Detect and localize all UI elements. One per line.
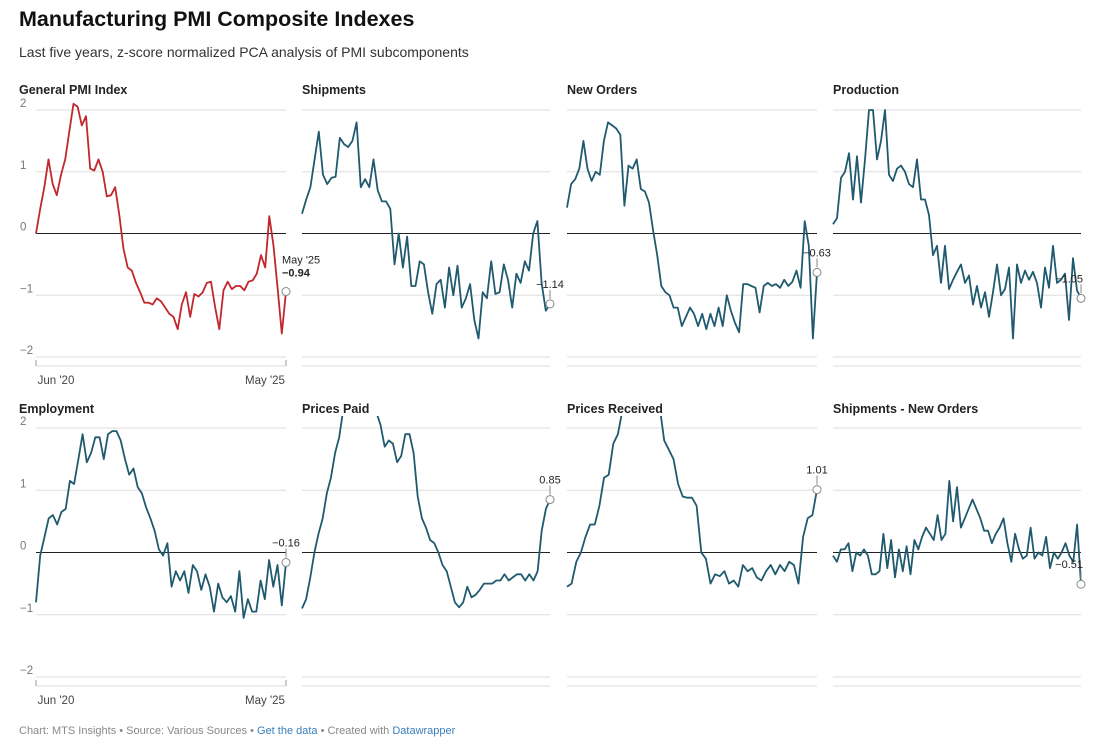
page-subtitle: Last five years, z-score normalized PCA …: [19, 44, 469, 60]
panel-title: Prices Received: [567, 402, 663, 416]
series-line: [35, 102, 287, 335]
end-point-marker: [1076, 293, 1086, 303]
footer-created-label: Created with: [327, 725, 393, 737]
y-tick-label: −1: [20, 283, 33, 295]
chart-panel: Employment −2 −1 0 1 2 Jun '20 May '25 −0.16: [19, 402, 300, 707]
y-tick-label: −1: [20, 603, 33, 615]
x-tick-label: Jun '20: [38, 695, 75, 707]
y-tick-label: −2: [20, 345, 33, 357]
end-point-marker: [281, 287, 291, 297]
datawrapper-link[interactable]: Datawrapper: [392, 725, 456, 737]
chart-panel: Prices Paid 0.85: [301, 402, 561, 687]
series-line: [35, 430, 287, 619]
y-tick-label: 0: [20, 222, 26, 234]
annotation-value: −0.51: [1055, 559, 1083, 571]
panel-title: Shipments: [302, 83, 366, 97]
x-tick-label: May '25: [245, 375, 285, 387]
annotation-value: −1.05: [1055, 273, 1083, 285]
x-tick-label: Jun '20: [38, 375, 75, 387]
annotation-value: −0.16: [272, 537, 300, 549]
y-tick-label: 2: [20, 98, 26, 110]
end-point-marker: [281, 557, 291, 567]
footer-separator: •: [116, 725, 127, 737]
end-point-marker: [812, 267, 822, 277]
chart-panel: Shipments - New Orders −0.51: [832, 402, 1086, 687]
series-line: [832, 109, 1082, 340]
annotation-value: 0.85: [539, 475, 560, 487]
y-tick-label: −2: [20, 665, 33, 677]
end-point-marker: [545, 495, 555, 505]
end-point-marker: [545, 299, 555, 309]
end-point-marker: [812, 485, 822, 495]
chart-panel: Prices Received 1.01: [566, 402, 828, 687]
chart-panel: New Orders −0.63: [566, 83, 831, 367]
footer-separator: •: [247, 725, 257, 737]
footer-source-label: Source: Various Sources: [126, 725, 248, 737]
chart-panel: Shipments −1.14: [301, 83, 564, 367]
x-tick-label: May '25: [245, 695, 285, 707]
y-tick-label: 1: [20, 160, 26, 172]
y-tick-label: 2: [20, 416, 26, 428]
panel-title: New Orders: [567, 83, 637, 97]
annotation-value: −0.63: [803, 247, 831, 259]
annotation-value: −1.14: [536, 279, 564, 291]
get-data-link[interactable]: Get the data: [257, 725, 318, 737]
panel-title: Employment: [19, 402, 95, 416]
footer: Chart: MTS Insights • Source: Various So…: [19, 725, 455, 737]
series-line: [301, 416, 551, 609]
y-tick-label: 1: [20, 478, 26, 490]
annotation-value: 1.01: [806, 465, 827, 477]
series-line: [566, 121, 818, 340]
chart-panel: General PMI Index −2 −1 0 1 2 Jun '20 May '25 Ma…: [19, 83, 320, 387]
panel-title: Production: [833, 83, 899, 97]
chart-panel: Production −1.05: [832, 83, 1086, 367]
annotation-value: −0.94: [282, 268, 311, 280]
footer-chart-label: Chart: MTS Insights: [19, 725, 117, 737]
series-line: [566, 416, 818, 588]
panel-title: General PMI Index: [19, 83, 127, 97]
end-point-marker: [1076, 579, 1086, 589]
panel-title: Shipments - New Orders: [833, 402, 978, 416]
series-line: [832, 480, 1082, 585]
page-title: Manufacturing PMI Composite Indexes: [19, 7, 415, 31]
series-line: [301, 121, 551, 340]
footer-separator: •: [317, 725, 328, 737]
panel-title: Prices Paid: [302, 402, 369, 416]
y-tick-label: 0: [20, 541, 26, 553]
annotation-date: May '25: [282, 255, 320, 267]
